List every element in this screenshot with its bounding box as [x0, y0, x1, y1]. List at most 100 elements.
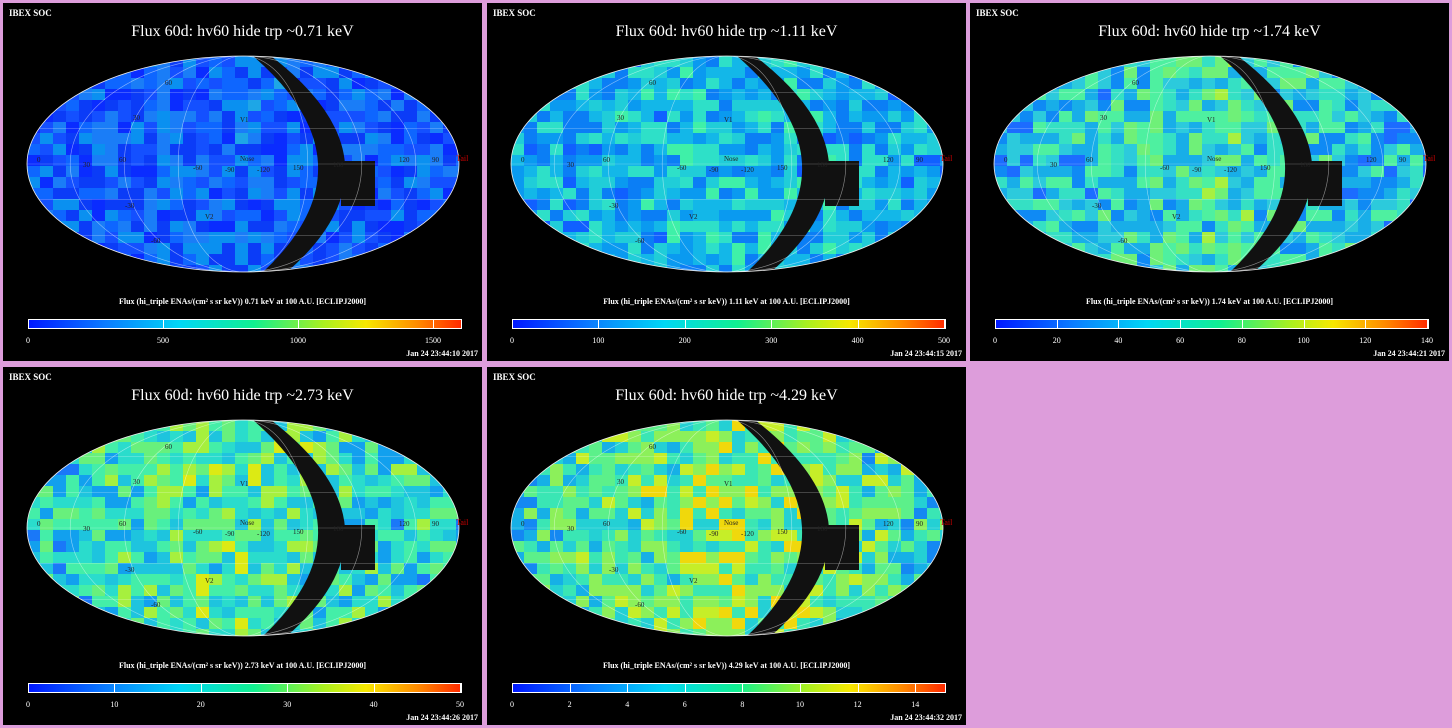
map-pixel	[667, 420, 681, 432]
colorbar-tick	[995, 320, 996, 328]
map-pixel	[888, 111, 902, 123]
map-pixel	[248, 442, 262, 454]
map-pixel	[667, 475, 681, 487]
map-pixel	[391, 431, 405, 443]
map-pixel	[732, 497, 746, 509]
map-pixel	[27, 210, 41, 222]
map-pixel	[157, 177, 171, 189]
map-pixel	[417, 155, 431, 167]
map-pixel	[589, 607, 603, 619]
map-pixel	[222, 122, 236, 134]
map-pixel	[1306, 67, 1320, 79]
map-pixel	[888, 254, 902, 266]
map-pixel	[79, 122, 93, 134]
map-pixel	[456, 453, 459, 465]
map-pixel	[1111, 133, 1125, 145]
map-pixel	[235, 475, 249, 487]
map-pixel	[131, 67, 145, 79]
map-pixel	[589, 453, 603, 465]
map-pixel	[1228, 188, 1242, 200]
map-pixel	[53, 67, 67, 79]
map-pixel	[914, 243, 928, 255]
soc-label: IBEX SOC	[493, 8, 536, 18]
map-pixel	[300, 442, 314, 454]
map-pixel	[1202, 243, 1216, 255]
map-pixel	[849, 232, 863, 244]
map-pixel	[589, 111, 603, 123]
map-pixel	[456, 574, 459, 586]
map-pixel	[1124, 199, 1138, 211]
map-pixel	[40, 254, 54, 266]
map-pixel	[40, 133, 54, 145]
map-pixel	[326, 89, 340, 101]
colorbar-tick-label: 80	[1237, 336, 1246, 345]
map-pixel	[914, 265, 928, 272]
map-pixel	[628, 453, 642, 465]
map-pixel	[131, 431, 145, 443]
map-pixel	[641, 232, 655, 244]
map-pixel	[378, 464, 392, 476]
map-pixel	[1020, 221, 1034, 233]
map-pixel	[326, 464, 340, 476]
map-pixel	[66, 56, 80, 68]
map-pixel	[170, 188, 184, 200]
map-pixel	[209, 177, 223, 189]
map-pixel	[1306, 254, 1320, 266]
map-pixel	[1176, 243, 1190, 255]
map-pixel	[1137, 177, 1151, 189]
map-pixel	[836, 111, 850, 123]
map-pixel	[222, 155, 236, 167]
map-pixel	[524, 56, 538, 68]
map-pixel	[326, 629, 340, 636]
map-pixel	[170, 56, 184, 68]
map-pixel	[105, 210, 119, 222]
map-pixel	[183, 166, 197, 178]
map-pixel	[667, 442, 681, 454]
map-pixel	[1397, 67, 1411, 79]
map-pixel	[404, 541, 418, 553]
map-pixel	[758, 166, 772, 178]
map-pixel	[602, 420, 616, 432]
map-pixel	[628, 155, 642, 167]
map-pixel	[511, 618, 525, 630]
map-pixel	[1241, 199, 1255, 211]
map-pixel	[456, 155, 459, 167]
map-pixel	[144, 166, 158, 178]
map-pixel	[810, 585, 824, 597]
colorbar-tick	[512, 684, 513, 692]
map-pixel	[706, 89, 720, 101]
map-pixel	[836, 629, 850, 636]
map-pixel	[1007, 144, 1021, 156]
map-pixel	[758, 100, 772, 112]
map-pixel	[524, 67, 538, 79]
map-pixel	[1423, 78, 1426, 90]
map-pixel	[1020, 133, 1034, 145]
map-pixel	[261, 78, 275, 90]
map-pixel	[391, 221, 405, 233]
map-pixel	[235, 67, 249, 79]
map-pixel	[1228, 221, 1242, 233]
map-pixel	[248, 453, 262, 465]
map-pixel	[196, 486, 210, 498]
map-pixel	[287, 486, 301, 498]
map-pixel	[524, 89, 538, 101]
map-pixel	[287, 133, 301, 145]
map-pixel	[994, 100, 1008, 112]
map-pixel	[680, 607, 694, 619]
map-pixel	[1007, 188, 1021, 200]
map-pixel	[862, 618, 876, 630]
map-pixel	[745, 221, 759, 233]
map-pixel	[118, 563, 132, 575]
map-pixel	[209, 453, 223, 465]
map-pixel	[511, 420, 525, 432]
map-pixel	[524, 431, 538, 443]
colorbar-caption: Flux (hi_triple ENAs/(cm² s sr keV)) 2.7…	[119, 661, 366, 670]
map-pixel	[914, 596, 928, 608]
map-pixel	[352, 144, 366, 156]
map-pixel	[524, 486, 538, 498]
map-pixel	[602, 155, 616, 167]
map-pixel	[339, 574, 353, 586]
map-pixel	[914, 552, 928, 564]
map-pixel	[1306, 155, 1320, 167]
